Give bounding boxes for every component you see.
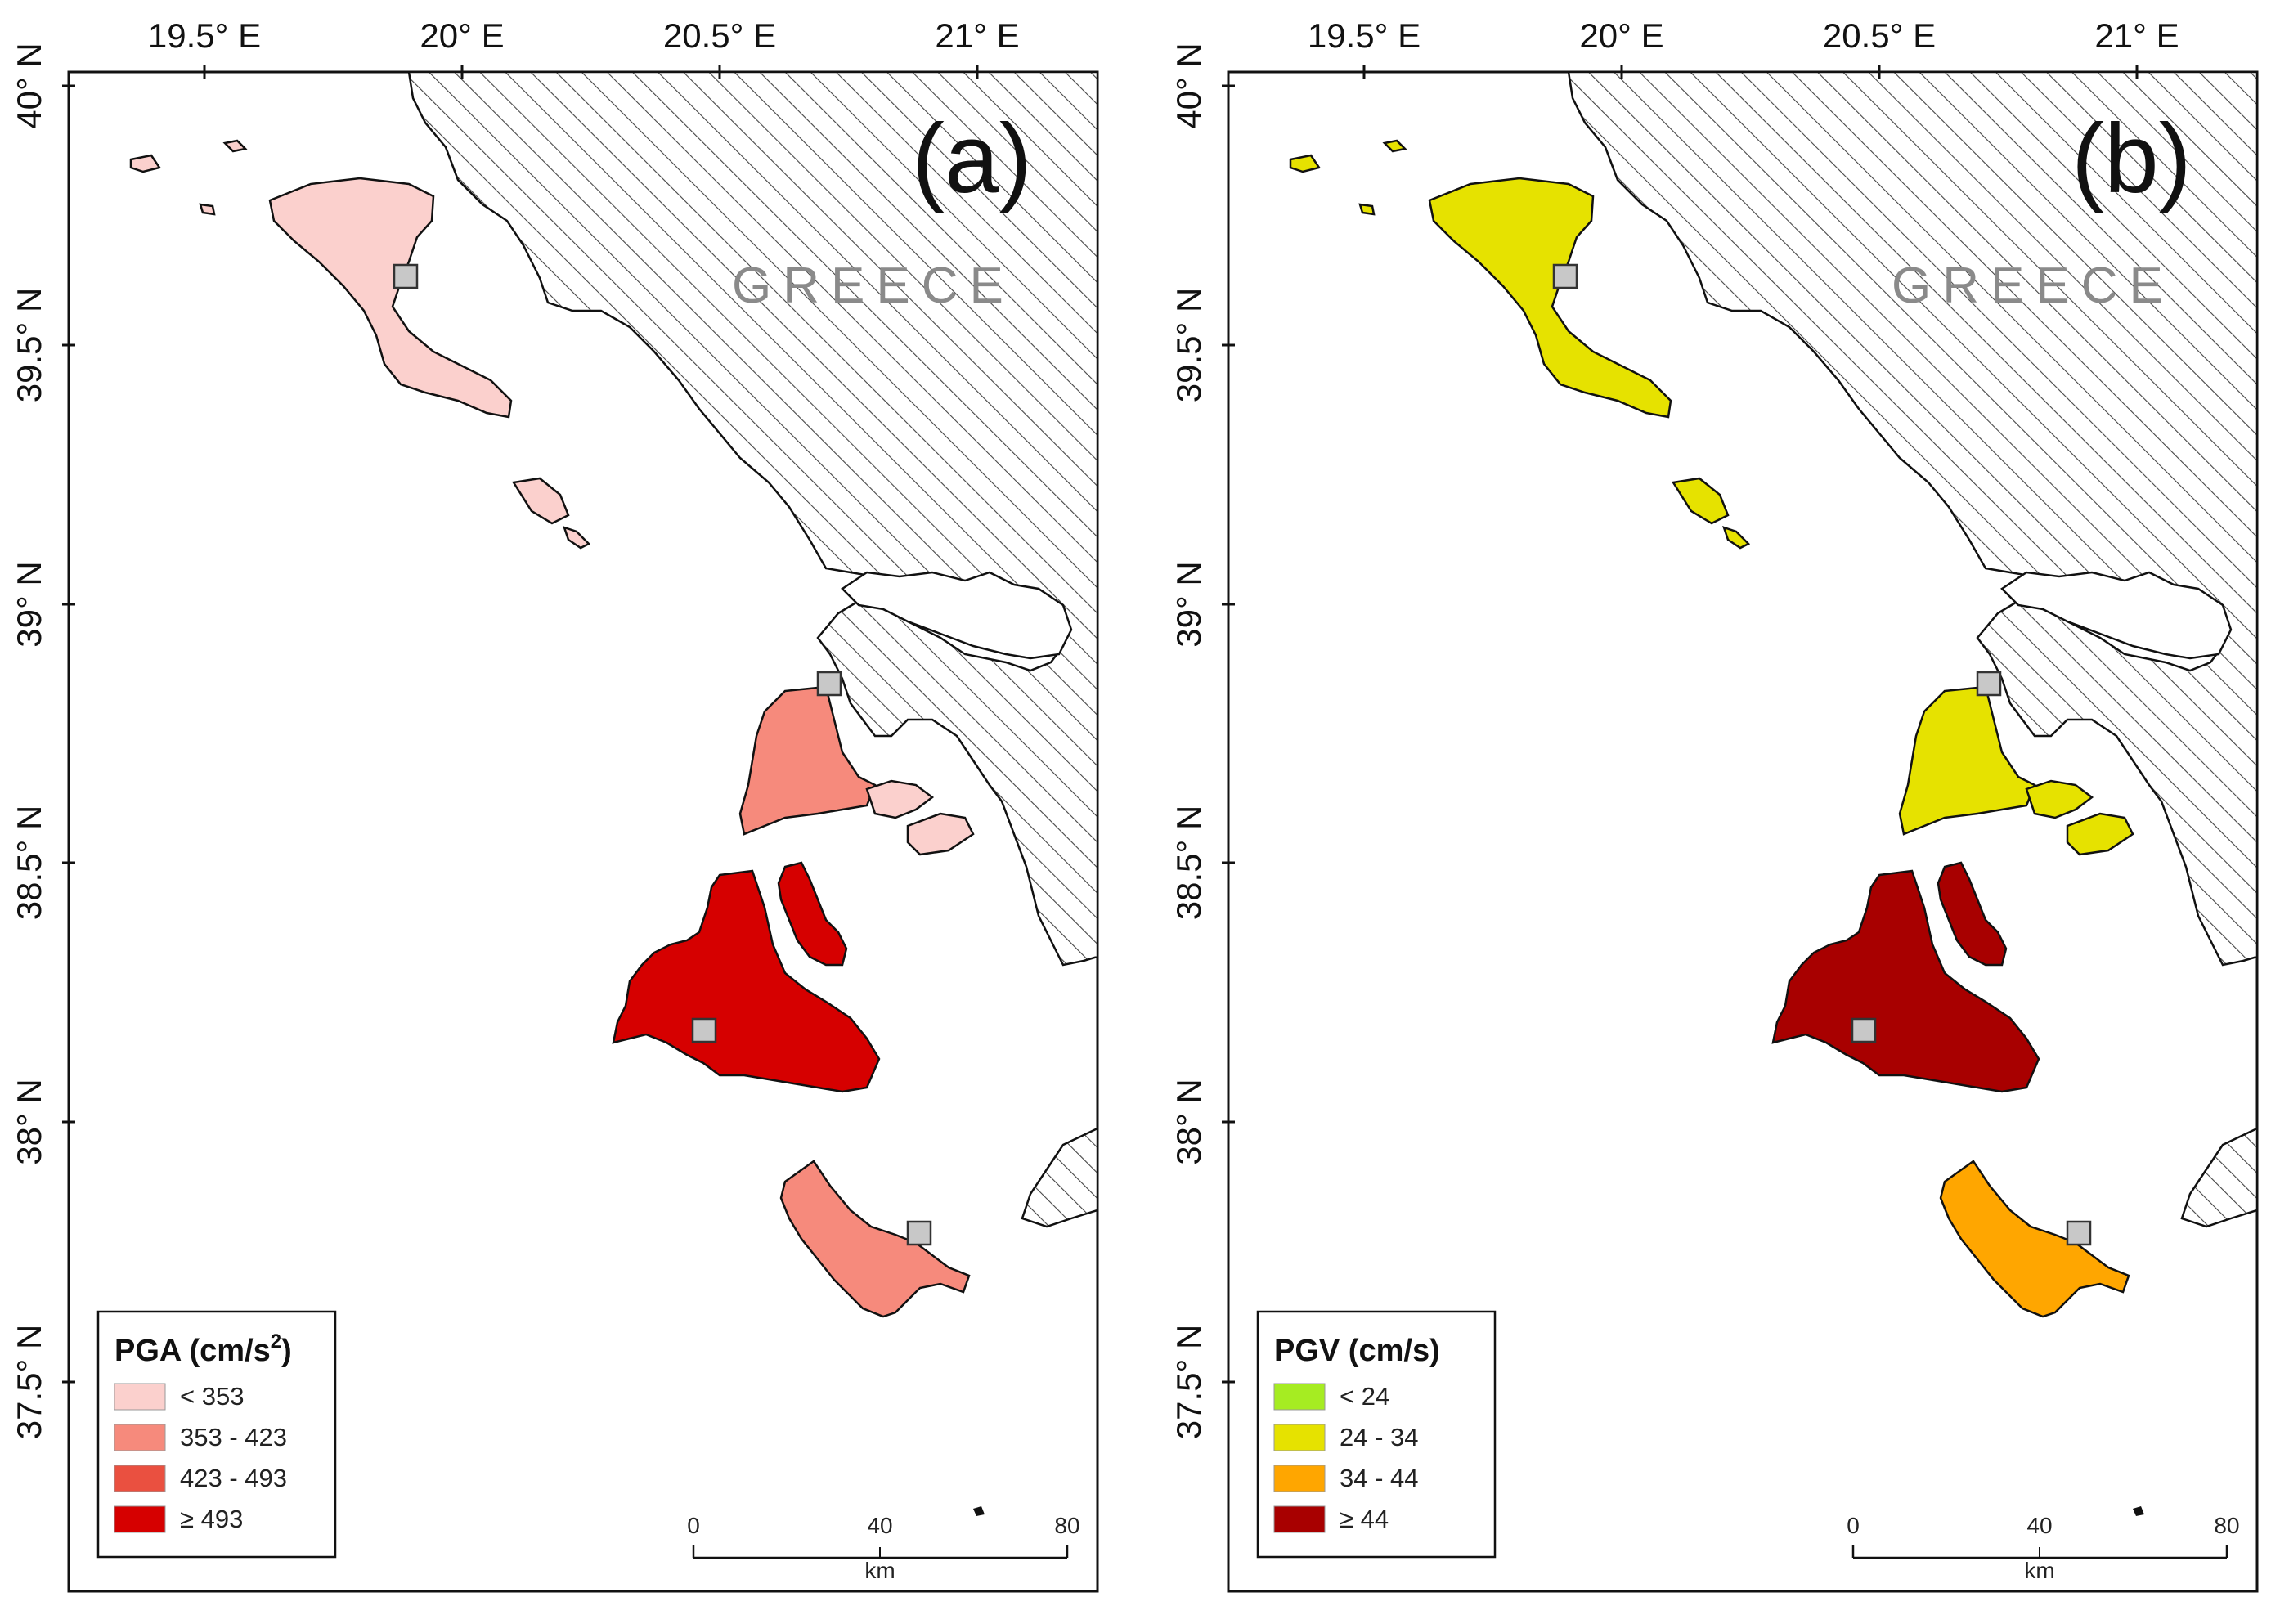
scale-bar: 0 40 80 km — [687, 1513, 1079, 1583]
legend-label: 353 - 423 — [180, 1423, 287, 1451]
top-axis: 19.5° E 20° E 20.5° E 21° E — [148, 16, 1020, 79]
lat-label: 37.5° N — [1169, 1325, 1208, 1440]
legend: PGA (cm/s2) < 353 353 - 423 423 - 493 ≥ … — [96, 1310, 337, 1559]
lat-label: 39° N — [1169, 561, 1208, 648]
legend-label: 34 - 44 — [1340, 1464, 1419, 1492]
legend-swatch — [1273, 1505, 1326, 1533]
lat-label: 37.5° N — [10, 1325, 48, 1440]
left-axis: 40° N 39.5° N 39° N 38.5° N 38° N 37.5° … — [10, 43, 75, 1439]
lon-label: 20° E — [420, 16, 504, 55]
island-zakynthos — [1939, 1160, 2130, 1318]
legend-title: PGA (cm/s2) — [114, 1330, 292, 1368]
city-marker — [691, 1017, 717, 1043]
lon-label: 21° E — [935, 16, 1019, 55]
scale-unit: km — [2024, 1558, 2054, 1583]
legend-swatch — [1273, 1465, 1326, 1492]
peloponnese-coast — [1021, 1127, 1099, 1228]
island-zakynthos — [779, 1160, 971, 1318]
lat-label: 39° N — [10, 561, 48, 648]
islet — [973, 1506, 985, 1516]
island-kefalonia — [1771, 869, 2040, 1093]
legend-swatch — [114, 1465, 166, 1492]
islet — [129, 139, 248, 216]
legend-swatch — [114, 1424, 166, 1451]
city-marker — [1976, 671, 2002, 697]
legend-swatch — [1273, 1424, 1326, 1451]
legend: PGV (cm/s) < 24 24 - 34 34 - 44 ≥ 44 — [1256, 1310, 1497, 1559]
left-axis: 40° N 39.5° N 39° N 38.5° N 38° N 37.5° … — [1169, 43, 1235, 1439]
top-axis: 19.5° E 20° E 20.5° E 21° E — [1308, 16, 2179, 79]
islet — [2133, 1506, 2144, 1516]
city-marker — [1851, 1017, 1877, 1043]
legend-title: PGV (cm/s) — [1274, 1334, 1440, 1368]
lat-label: 38.5° N — [10, 805, 48, 921]
peloponnese-coast — [2180, 1127, 2259, 1228]
island-kefalonia — [612, 869, 881, 1093]
panel-letter: (b) — [2071, 104, 2192, 213]
island-ithaca — [777, 861, 848, 967]
scale-tick: 0 — [687, 1513, 700, 1538]
lat-label: 38.5° N — [1169, 805, 1208, 921]
city-marker — [393, 263, 419, 289]
legend-label: ≥ 44 — [1340, 1505, 1389, 1533]
legend-swatch — [114, 1383, 166, 1411]
city-marker — [2066, 1220, 2092, 1246]
lat-label: 39.5° N — [10, 288, 48, 403]
scale-unit: km — [864, 1558, 895, 1583]
lon-label: 20.5° E — [1823, 16, 1936, 55]
lon-label: 19.5° E — [1308, 16, 1421, 55]
lat-label: 38° N — [1169, 1079, 1208, 1165]
gulf-region — [2000, 571, 2233, 660]
scale-tick: 80 — [1054, 1513, 1079, 1538]
scale-tick: 80 — [2214, 1513, 2239, 1538]
city-marker — [906, 1220, 932, 1246]
legend-swatch — [1273, 1383, 1326, 1411]
lat-label: 39.5° N — [1169, 288, 1208, 403]
island-lefkada — [738, 685, 877, 836]
panel-letter: (a) — [912, 104, 1032, 213]
scale-tick: 0 — [1847, 1513, 1860, 1538]
legend-swatch — [114, 1505, 166, 1533]
island-corfu — [268, 177, 513, 419]
lat-label: 40° N — [1169, 43, 1208, 129]
lat-label: 40° N — [10, 43, 48, 129]
city-marker — [1552, 263, 1578, 289]
country-label: GREECE — [1892, 258, 2175, 314]
legend-label: 24 - 34 — [1340, 1423, 1419, 1451]
island-paxoi — [511, 477, 591, 550]
lon-label: 19.5° E — [148, 16, 261, 55]
island-meganisi — [2025, 779, 2134, 856]
scale-tick: 40 — [2026, 1513, 2052, 1538]
island-ithaca — [1937, 861, 2008, 967]
lon-label: 21° E — [2094, 16, 2179, 55]
country-label: GREECE — [732, 258, 1015, 314]
legend-label: ≥ 493 — [180, 1505, 243, 1533]
gulf-region — [841, 571, 1073, 660]
city-marker — [816, 671, 842, 697]
scale-bar: 0 40 80 km — [1847, 1513, 2239, 1583]
map-panel-a: GREECE (a) 19.5° E 20° E 20.5° E 21° E 4… — [10, 16, 1099, 1593]
islet — [1289, 139, 1407, 216]
lat-label: 38° N — [10, 1079, 48, 1165]
island-paxoi — [1671, 477, 1751, 550]
legend-label: < 353 — [180, 1382, 244, 1411]
scale-tick: 40 — [867, 1513, 892, 1538]
island-corfu — [1428, 177, 1672, 419]
lon-label: 20° E — [1579, 16, 1663, 55]
legend-label: < 24 — [1340, 1382, 1389, 1411]
legend-label: 423 - 493 — [180, 1464, 287, 1492]
island-meganisi — [865, 779, 975, 856]
island-lefkada — [1898, 685, 2036, 836]
map-panel-b: GREECE (b) 19.5° E 20° E 20.5° E 21° E 4… — [1169, 16, 2259, 1593]
lon-label: 20.5° E — [663, 16, 776, 55]
